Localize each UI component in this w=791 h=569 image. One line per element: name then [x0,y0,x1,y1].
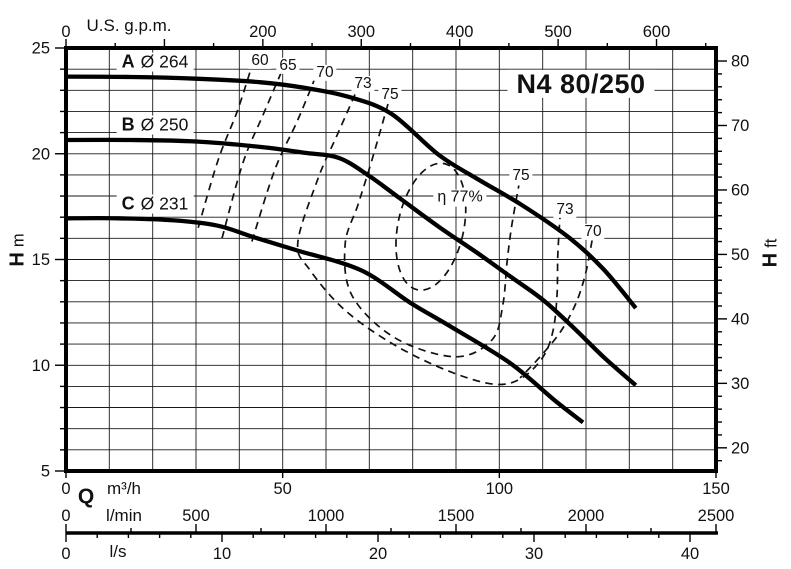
tick-label: 70 [731,117,749,135]
axis-symbol-h: H [6,252,29,267]
efficiency-label-70-right: 70 [581,223,605,241]
efficiency-contour-70 [519,240,593,379]
tick-label: 150 [702,480,730,498]
tick-label: 30 [525,545,543,563]
tick-label: 10 [213,545,231,563]
axis-label-ls: l/s [109,542,127,562]
tick-label: 600 [643,23,671,41]
pump-curve-B [65,137,638,387]
efficiency-contour-73 [296,94,561,386]
axis-symbol-h: H [759,252,782,268]
axis-label-hm: Hm [6,231,29,268]
tick-label: 0 [61,545,70,563]
efficiency-label-73-right: 73 [553,201,577,219]
axis-label-m3h: m³/h [107,479,141,499]
tick-label: 40 [681,545,699,563]
efficiency-island-77 [395,162,467,292]
axis-label-usgpm: U.S. g.p.m. [86,16,172,36]
efficiency-label-65: 65 [276,57,300,75]
tick-label: 2000 [568,507,605,525]
axis-label-q: Q [77,484,95,508]
eta-max-label: η 77% [433,189,487,207]
axis-label-hft: Hft [759,237,782,270]
efficiency-label-75-right: 75 [509,167,533,185]
pump-curve-A [65,74,638,310]
tick-label: 40 [731,310,749,328]
axis-unit-m: m [9,233,28,248]
curve-diameter: Ø 250 [140,114,189,135]
tick-label: 30 [731,375,749,393]
tick-label: 15 [32,251,50,269]
tick-label: 0 [61,480,70,498]
curve-letter: B [121,114,135,135]
tick-label: 0 [61,23,70,41]
tick-label: 0 [61,507,70,525]
curve-diameter: Ø 231 [140,193,189,214]
tick-label: 50 [273,480,291,498]
efficiency-contour-70 [251,69,319,242]
chart-title: N4 80/250 [507,69,655,98]
tick-label: 200 [249,23,277,41]
curve-letter: A [121,51,135,72]
axis-unit-ft: ft [762,238,781,248]
curve-letter: C [121,193,135,214]
tick-label: 5 [41,463,50,481]
curve-diameter: Ø 264 [140,51,189,72]
efficiency-label-75: 75 [378,86,402,104]
efficiency-label-73: 73 [351,75,375,93]
tick-label: 2500 [698,507,735,525]
tick-label: 10 [32,357,50,375]
tick-label: 25 [32,40,50,58]
tick-label: 100 [486,480,514,498]
tick-label: 500 [182,507,210,525]
tick-label: 50 [731,246,749,264]
pump-curve-C [65,215,585,425]
axis-label-lmin: l/min [106,506,142,526]
tick-label: 500 [544,23,572,41]
efficiency-contour-65 [221,67,284,239]
tick-label: 60 [731,181,749,199]
tick-label: 20 [731,439,749,457]
tick-label: 1000 [308,507,345,525]
efficiency-contour-75 [343,103,520,358]
tick-label: 80 [731,53,749,71]
efficiency-label-60: 60 [248,52,272,70]
efficiency-contour-60 [197,65,253,229]
tick-label: 1500 [438,507,475,525]
tick-label: 20 [369,545,387,563]
efficiency-label-70: 70 [313,64,337,82]
tick-label: 20 [32,145,50,163]
grid-lines [66,48,716,471]
tick-label: 400 [446,23,474,41]
tick-label: 300 [347,23,375,41]
